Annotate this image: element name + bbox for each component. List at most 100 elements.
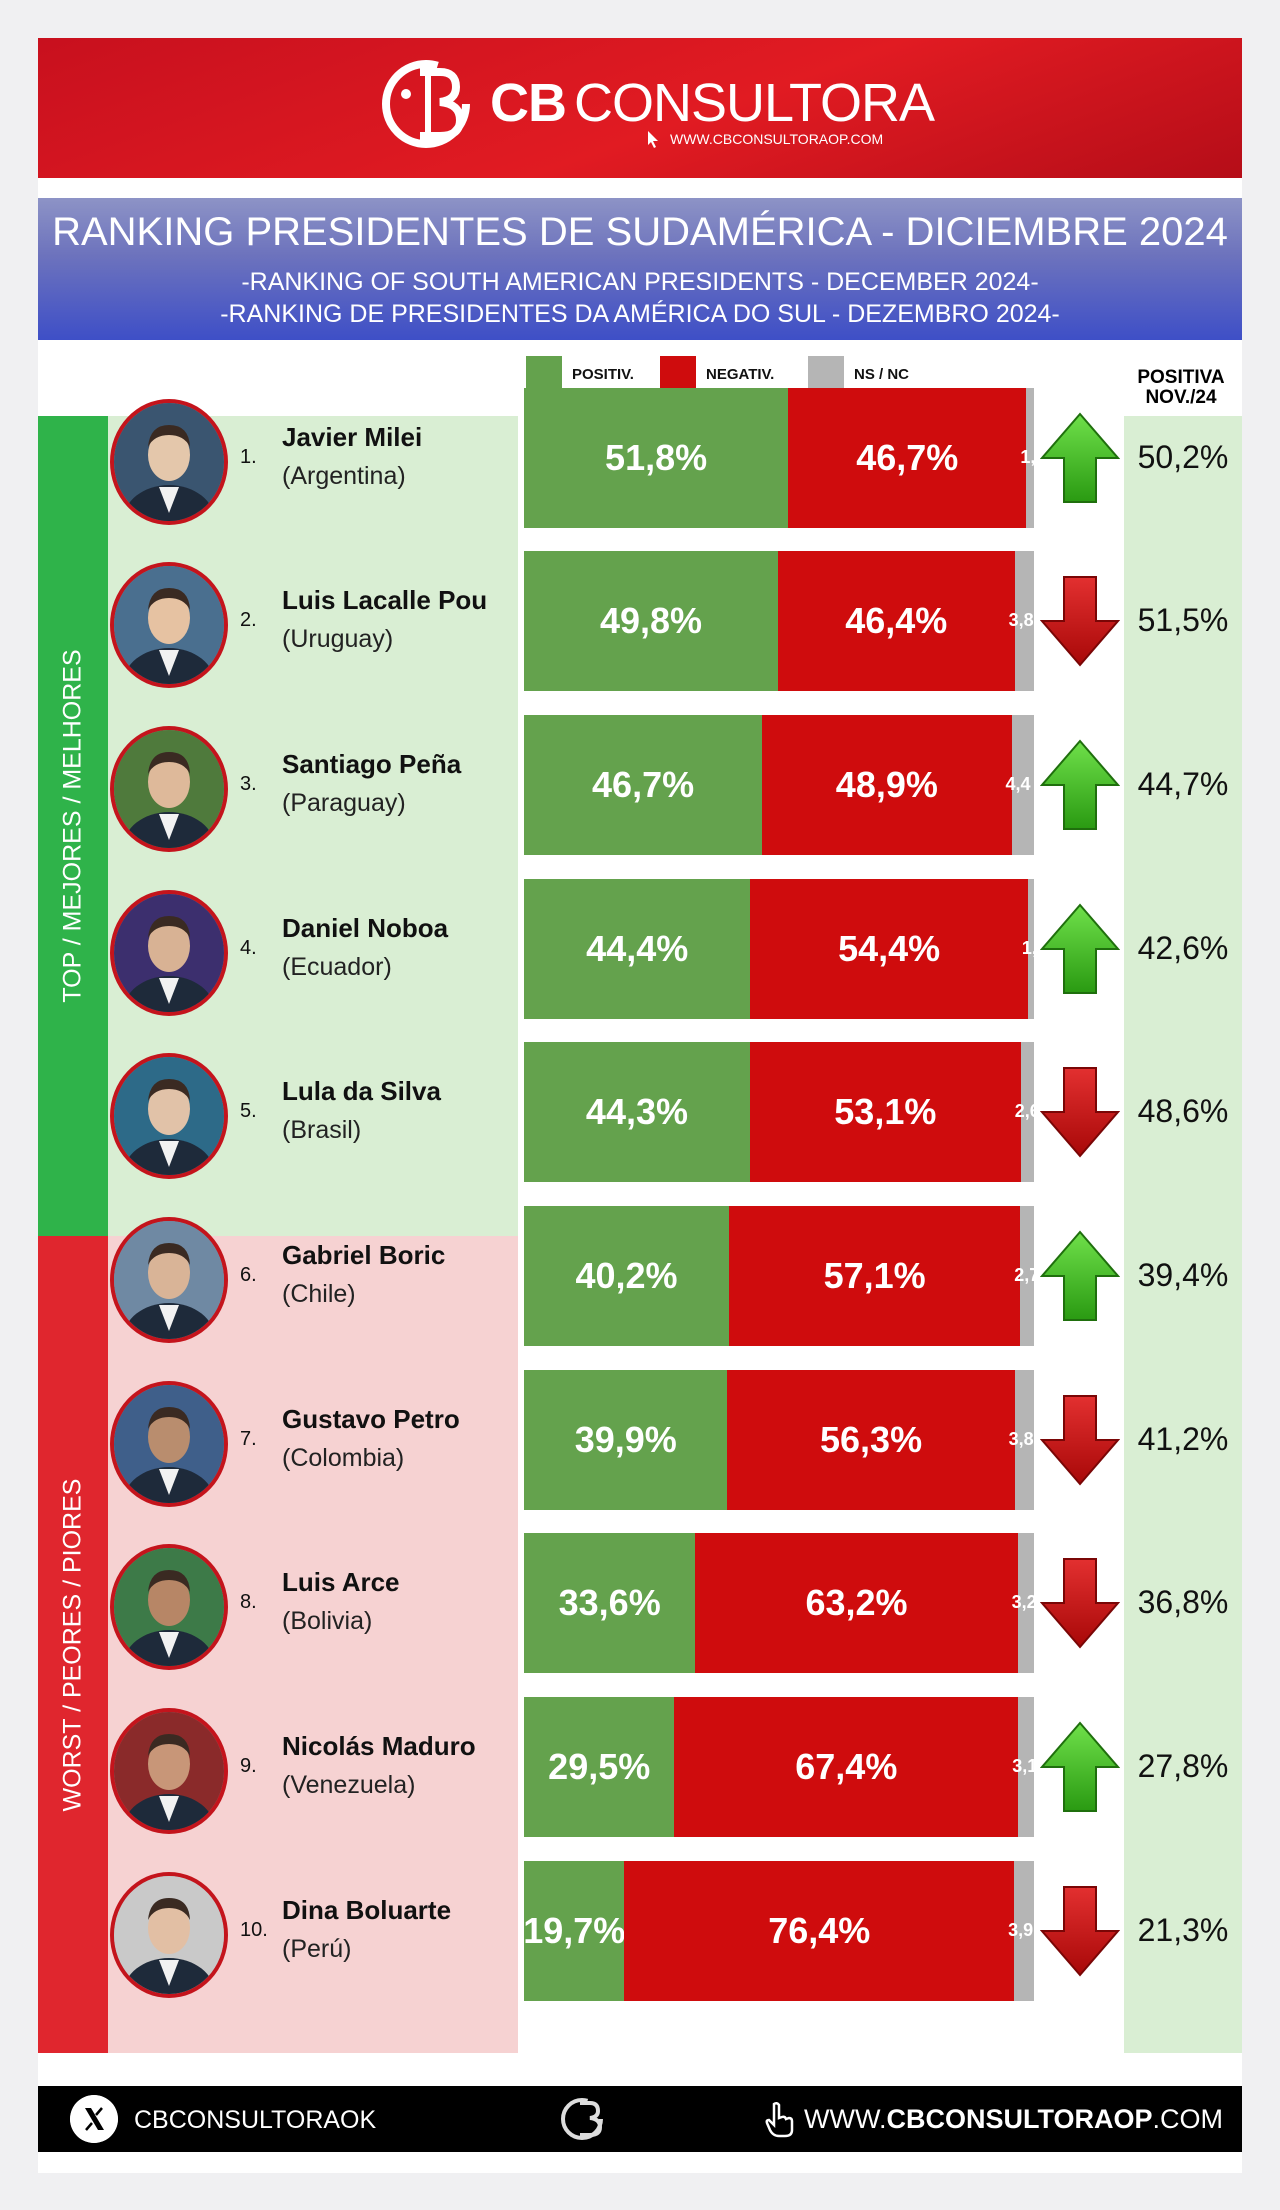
legend-swatch-negative	[660, 356, 696, 392]
stacked-bar: 33,6% 63,2%	[524, 1533, 1034, 1673]
brand-name: CB CONSULTORA	[490, 73, 935, 133]
top-group-band: TOP / MEJORES / MELHORES	[38, 416, 108, 1236]
president-country: (Bolivia)	[282, 1607, 373, 1635]
arrow-down-icon	[1040, 1067, 1120, 1158]
president-country: (Brasil)	[282, 1116, 362, 1144]
ranking-row: 5. Lula da Silva (Brasil) 44,3% 53,1% 2,6 48,6…	[38, 1038, 1242, 1184]
bar-nsnc	[1026, 388, 1034, 528]
rank-number: 10.	[240, 1919, 268, 1941]
nsnc-label: 2,6	[1014, 1101, 1040, 1121]
president-name: Javier Milei	[282, 422, 423, 452]
portrait-icon	[114, 403, 224, 521]
legend-swatch-nsnc	[808, 356, 844, 392]
stacked-bar: 19,7% 76,4%	[524, 1861, 1034, 2001]
president-name: Gustavo Petro	[282, 1404, 460, 1434]
bar-negative: 76,4%	[624, 1861, 1015, 2001]
avatar	[110, 890, 228, 1016]
rank-number: 5.	[240, 1100, 257, 1122]
x-social-icon[interactable]	[70, 2095, 118, 2143]
legend-positive: POSITIV.	[526, 356, 634, 392]
bar-positive: 40,2%	[524, 1206, 730, 1346]
president-name: Luis Arce	[282, 1567, 400, 1597]
bar-negative: 54,4%	[750, 879, 1028, 1019]
bar-nsnc	[1011, 715, 1034, 855]
previous-positive-value: 21,3%	[1137, 1911, 1229, 1948]
president-country: (Colombia)	[282, 1444, 405, 1472]
arrow-down-icon	[1040, 1395, 1120, 1486]
nsnc-label: 3,2	[1011, 1592, 1037, 1612]
bar-nsnc	[1017, 1533, 1034, 1673]
president-name: Dina Boluarte	[282, 1895, 452, 1925]
portrait-icon	[114, 894, 224, 1012]
portrait-icon	[114, 566, 224, 684]
bar-negative: 53,1%	[749, 1042, 1021, 1182]
cb-logo-icon	[382, 60, 470, 148]
stacked-bar: 40,2% 57,1%	[524, 1206, 1034, 1346]
ranking-row: 7. Gustavo Petro (Colombia) 39,9% 56,3% 3,8 41…	[38, 1366, 1242, 1512]
bar-negative: 56,3%	[727, 1370, 1015, 1510]
nsnc-label: 2,7	[1014, 1265, 1040, 1285]
portrait-icon	[114, 1548, 224, 1666]
arrow-up-icon	[1040, 412, 1120, 503]
president-name: Luis Lacalle Pou	[282, 585, 488, 615]
bar-positive: 51,8%	[524, 388, 789, 528]
stacked-bar: 51,8% 46,7%	[524, 388, 1034, 528]
title-portuguese: -RANKING DE PRESIDENTES DA AMÉRICA DO SU…	[220, 300, 1060, 328]
bar-negative: 67,4%	[674, 1697, 1019, 1837]
previous-positive-value: 39,4%	[1137, 1256, 1229, 1293]
ranking-row: 8. Luis Arce (Bolivia) 33,6% 63,2% 3,2 36,8%	[38, 1529, 1242, 1675]
bar-nsnc	[1027, 879, 1034, 1019]
bar-negative: 63,2%	[695, 1533, 1018, 1673]
stacked-bar: 46,7% 48,9%	[524, 715, 1034, 855]
previous-month-column	[1124, 416, 1242, 2053]
bar-nsnc	[1014, 551, 1034, 691]
ranking-row: 4. Daniel Noboa (Ecuador) 44,4% 54,4% 1,2 42,6…	[38, 875, 1242, 1021]
rank-number: 9.	[240, 1755, 257, 1777]
previous-positive-value: 48,6%	[1137, 1092, 1229, 1129]
ranking-row: 3. Santiago Peña (Paraguay) 46,7% 48,9% 4,4 44…	[38, 711, 1242, 857]
portrait-icon	[114, 730, 224, 848]
previous-positive-value: 42,6%	[1137, 929, 1229, 966]
ranking-card: CB CONSULTORA WWW.CBCONSULTORAOP.COM RANK…	[38, 38, 1242, 2173]
president-name: Santiago Peña	[282, 749, 462, 779]
rank-number: 1.	[240, 446, 257, 468]
nsnc-label: 1,5	[1020, 447, 1046, 467]
arrow-down-icon	[1040, 576, 1120, 667]
avatar	[110, 1544, 228, 1670]
portrait-icon	[114, 1385, 224, 1503]
footer: CBCONSULTORAOK WWW.CBCONSULTORAOP.COM	[38, 2086, 1242, 2152]
previous-positive-value: 50,2%	[1137, 438, 1229, 475]
cb-logo-small-icon	[561, 2098, 603, 2140]
bar-positive: 19,7%	[524, 1861, 625, 2001]
president-country: (Uruguay)	[282, 625, 394, 653]
president-name: Nicolás Maduro	[282, 1731, 476, 1761]
previous-positive-value: 36,8%	[1137, 1583, 1229, 1620]
arrow-up-icon	[1040, 903, 1120, 994]
bar-positive: 44,3%	[524, 1042, 750, 1182]
bar-nsnc	[1020, 1206, 1034, 1346]
bar-positive: 44,4%	[524, 879, 751, 1019]
header: CB CONSULTORA WWW.CBCONSULTORAOP.COM	[38, 38, 1242, 178]
hand-pointer-icon	[765, 2101, 794, 2138]
ranking-row: 9. Nicolás Maduro (Venezuela) 29,5% 67,4% 3,1…	[38, 1693, 1242, 1839]
brand-url[interactable]: WWW.CBCONSULTORAOP.COM	[642, 128, 883, 150]
previous-positive-value: 27,8%	[1137, 1747, 1229, 1784]
page-title: RANKING PRESIDENTES DE SUDAMÉRICA - DICI…	[52, 210, 1228, 254]
avatar	[110, 1381, 228, 1507]
arrow-up-icon	[1040, 739, 1120, 830]
footer-handle[interactable]: CBCONSULTORAOK	[134, 2106, 377, 2134]
title-english: -RANKING OF SOUTH AMERICAN PRESIDENTS - …	[241, 268, 1039, 296]
worst-group-band: WORST / PEORES / PIORES	[38, 1236, 108, 2053]
nsnc-label: 3,8	[1008, 610, 1034, 630]
rank-number: 2.	[240, 609, 257, 631]
portrait-icon	[114, 1057, 224, 1175]
stacked-bar: 49,8% 46,4%	[524, 551, 1034, 691]
arrow-up-icon	[1040, 1230, 1120, 1321]
footer-website[interactable]: WWW.CBCONSULTORAOP.COM	[804, 2104, 1223, 2134]
avatar	[110, 1872, 228, 1998]
avatar	[110, 726, 228, 852]
rank-number: 7.	[240, 1428, 257, 1450]
stacked-bar: 29,5% 67,4%	[524, 1697, 1034, 1837]
president-country: (Paraguay)	[282, 789, 406, 817]
portrait-icon	[114, 1876, 224, 1994]
